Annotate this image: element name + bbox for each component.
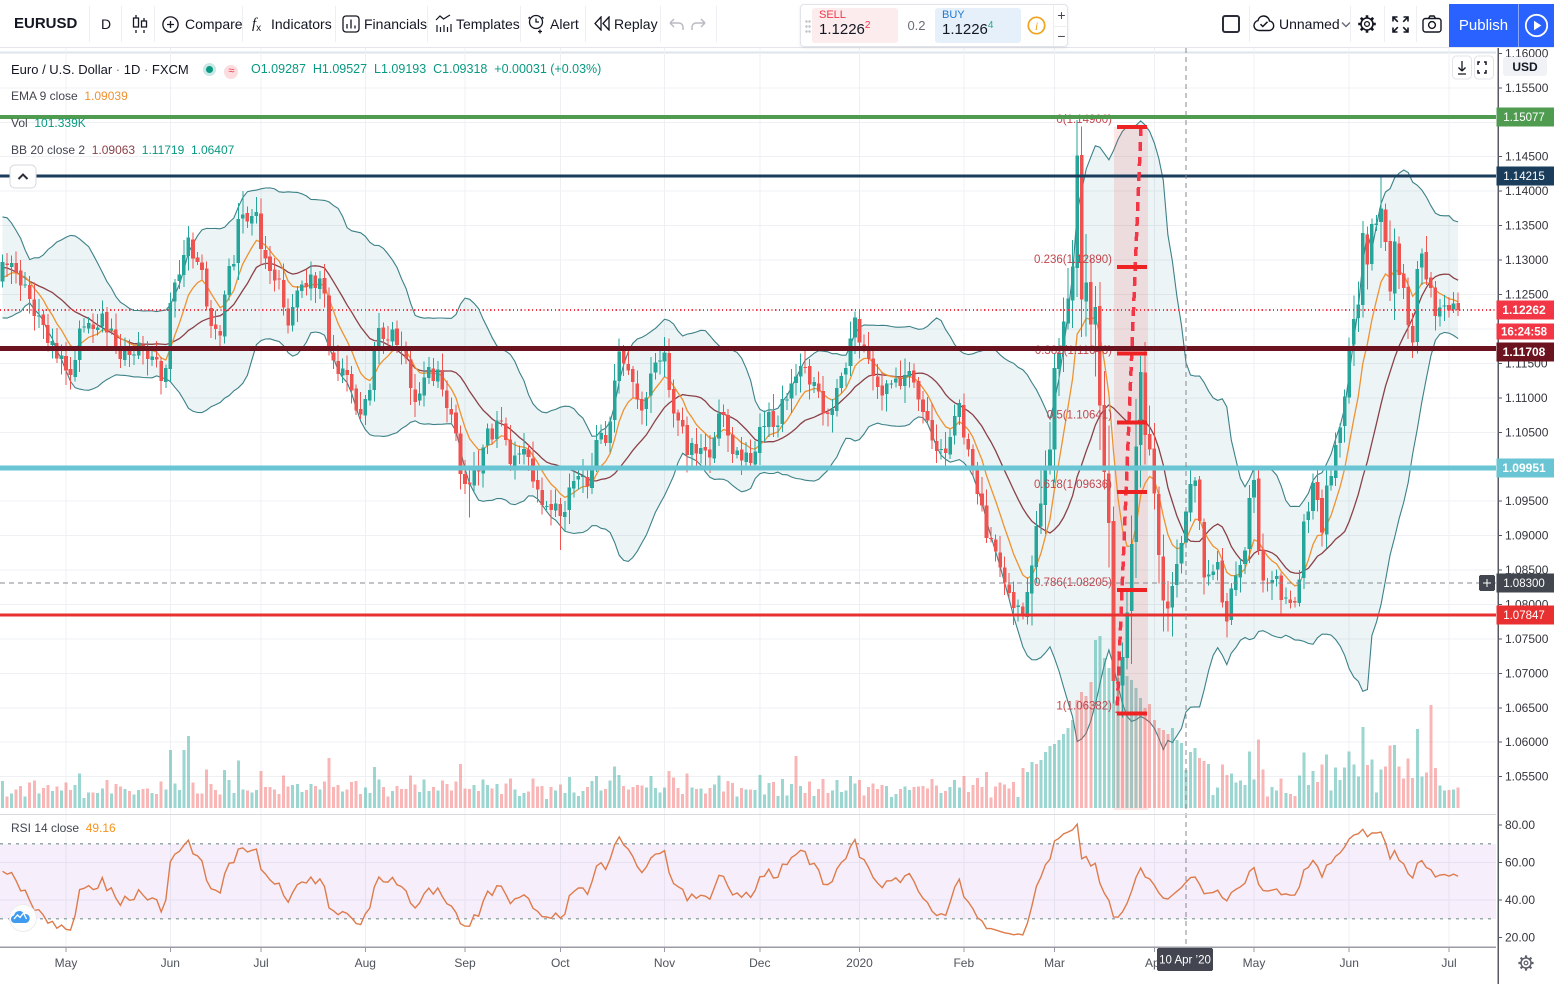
svg-text:1.11000: 1.11000 — [1505, 391, 1548, 405]
svg-text:16:24:58: 16:24:58 — [1501, 327, 1548, 339]
svg-text:1(1.06382): 1(1.06382) — [1056, 701, 1112, 713]
svg-text:1.11708: 1.11708 — [1503, 345, 1546, 359]
svg-text:40.00: 40.00 — [1505, 893, 1535, 907]
svg-text:Dec: Dec — [749, 956, 770, 970]
svg-text:1.07847: 1.07847 — [1503, 610, 1545, 622]
svg-text:1.15077: 1.15077 — [1503, 112, 1545, 124]
svg-text:1.09500: 1.09500 — [1505, 494, 1549, 508]
svg-text:Feb: Feb — [953, 956, 974, 970]
svg-text:20.00: 20.00 — [1505, 931, 1535, 945]
svg-text:Aug: Aug — [355, 956, 376, 970]
svg-text:Oct: Oct — [551, 956, 570, 970]
svg-text:May: May — [55, 956, 78, 970]
svg-text:1.06000: 1.06000 — [1505, 735, 1549, 749]
svg-text:1.14000: 1.14000 — [1505, 184, 1549, 198]
svg-text:0.5(1.10641): 0.5(1.10641) — [1047, 410, 1112, 422]
svg-text:80.00: 80.00 — [1505, 818, 1535, 832]
svg-text:1.07500: 1.07500 — [1505, 632, 1549, 646]
svg-text:1.09951: 1.09951 — [1502, 461, 1546, 475]
svg-text:Jul: Jul — [1441, 956, 1456, 970]
svg-text:i: i — [1035, 19, 1038, 33]
svg-text:1.07000: 1.07000 — [1505, 666, 1549, 680]
svg-text:2020: 2020 — [846, 956, 873, 970]
svg-text:0.618(1.09636): 0.618(1.09636) — [1034, 479, 1112, 491]
svg-text:Nov: Nov — [654, 956, 675, 970]
svg-text:Sep: Sep — [454, 956, 476, 970]
svg-text:Jun: Jun — [161, 956, 180, 970]
svg-text:1.08300: 1.08300 — [1503, 578, 1545, 590]
svg-text:Jun: Jun — [1340, 956, 1359, 970]
svg-text:1.09000: 1.09000 — [1505, 529, 1549, 543]
svg-text:1.10500: 1.10500 — [1505, 425, 1549, 439]
svg-text:1.12262: 1.12262 — [1502, 303, 1546, 317]
svg-text:60.00: 60.00 — [1505, 856, 1535, 870]
svg-text:1.13500: 1.13500 — [1505, 219, 1549, 233]
svg-text:May: May — [1243, 956, 1266, 970]
svg-text:Jul: Jul — [253, 956, 268, 970]
svg-text:1.12500: 1.12500 — [1505, 288, 1549, 302]
svg-text:1.14215: 1.14215 — [1503, 171, 1545, 183]
svg-text:1.06500: 1.06500 — [1505, 701, 1549, 715]
svg-text:1.15500: 1.15500 — [1505, 81, 1549, 95]
svg-text:10 Apr ’20: 10 Apr ’20 — [1159, 955, 1211, 967]
svg-text:0.236(1.12890): 0.236(1.12890) — [1034, 254, 1112, 266]
svg-text:1.14500: 1.14500 — [1505, 150, 1549, 164]
svg-text:USD: USD — [1512, 60, 1538, 74]
svg-text:Mar: Mar — [1044, 956, 1065, 970]
svg-text:1.13000: 1.13000 — [1505, 253, 1549, 267]
svg-text:1.16000: 1.16000 — [1505, 46, 1549, 60]
svg-text:1.05500: 1.05500 — [1505, 770, 1549, 784]
